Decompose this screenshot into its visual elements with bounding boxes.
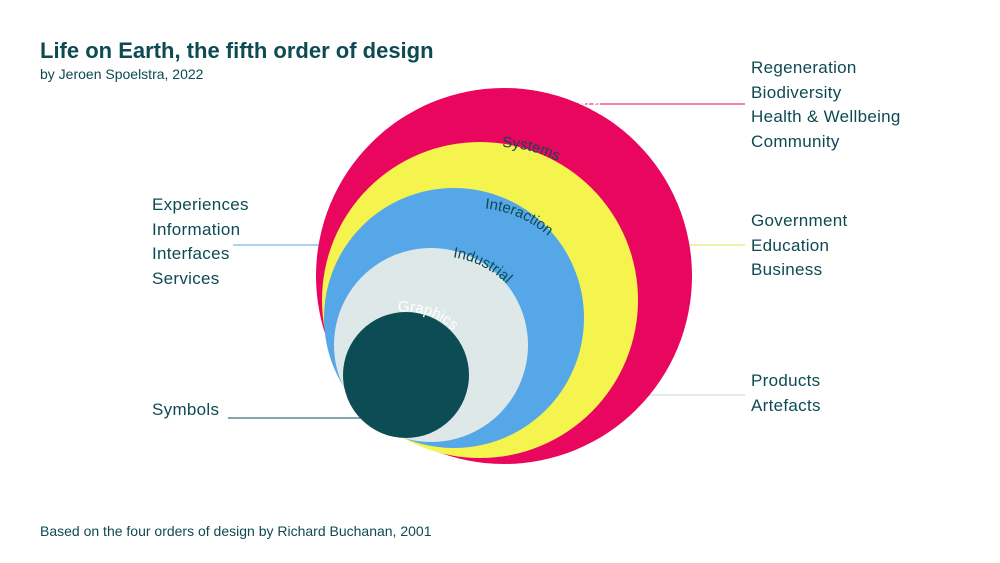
order-rings	[316, 88, 692, 464]
annotation-item: Biodiversity	[751, 82, 842, 102]
annotation-item: Education	[751, 235, 830, 255]
annotation-item: Interfaces	[152, 244, 230, 263]
annotation-item: Community	[751, 131, 840, 151]
annotation-life-on-earth: Regeneration Biodiversity Health & Wellb…	[751, 56, 901, 154]
ring-graphics	[343, 312, 469, 438]
annotation-item: Artefacts	[751, 395, 821, 415]
annotation-systems: Government Education Business	[751, 209, 848, 283]
annotation-graphics: Symbols	[152, 398, 219, 423]
annotation-item: Services	[152, 268, 220, 288]
annotation-item: Information	[152, 219, 241, 239]
diagram-title: Life on Earth, the fifth order of design	[40, 38, 434, 63]
annotation-item: Health & Wellbeing	[751, 107, 901, 126]
diagram-subtitle: by Jeroen Spoelstra, 2022	[40, 66, 204, 82]
annotation-item: Business	[751, 260, 823, 279]
annotation-item: Products	[751, 371, 821, 390]
annotation-item: Symbols	[152, 400, 220, 419]
annotation-item: Experiences	[152, 195, 249, 214]
annotation-industrial: Products Artefacts	[751, 369, 821, 418]
footer-note: Based on the four orders of design by Ri…	[40, 523, 432, 539]
annotation-interaction: Experiences Information Interfaces Servi…	[152, 193, 249, 291]
annotation-item: Regeneration	[751, 58, 857, 77]
annotation-item: Government	[751, 211, 848, 230]
